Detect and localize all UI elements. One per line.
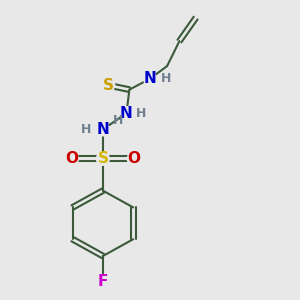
Text: H: H — [112, 114, 123, 127]
Text: O: O — [127, 151, 140, 166]
Circle shape — [96, 152, 110, 165]
Text: N: N — [120, 106, 133, 121]
Text: F: F — [98, 274, 108, 290]
Circle shape — [96, 275, 110, 288]
Text: S: S — [98, 151, 108, 166]
Circle shape — [102, 79, 115, 92]
Circle shape — [127, 152, 140, 165]
Text: N: N — [97, 122, 109, 137]
Text: O: O — [65, 151, 79, 166]
Text: H: H — [160, 72, 171, 85]
Circle shape — [143, 72, 157, 85]
Circle shape — [96, 123, 110, 136]
Text: H: H — [81, 123, 91, 136]
Text: N: N — [144, 71, 156, 86]
Circle shape — [65, 152, 78, 165]
Text: H: H — [136, 107, 146, 120]
Circle shape — [120, 107, 133, 120]
Text: S: S — [103, 78, 114, 93]
